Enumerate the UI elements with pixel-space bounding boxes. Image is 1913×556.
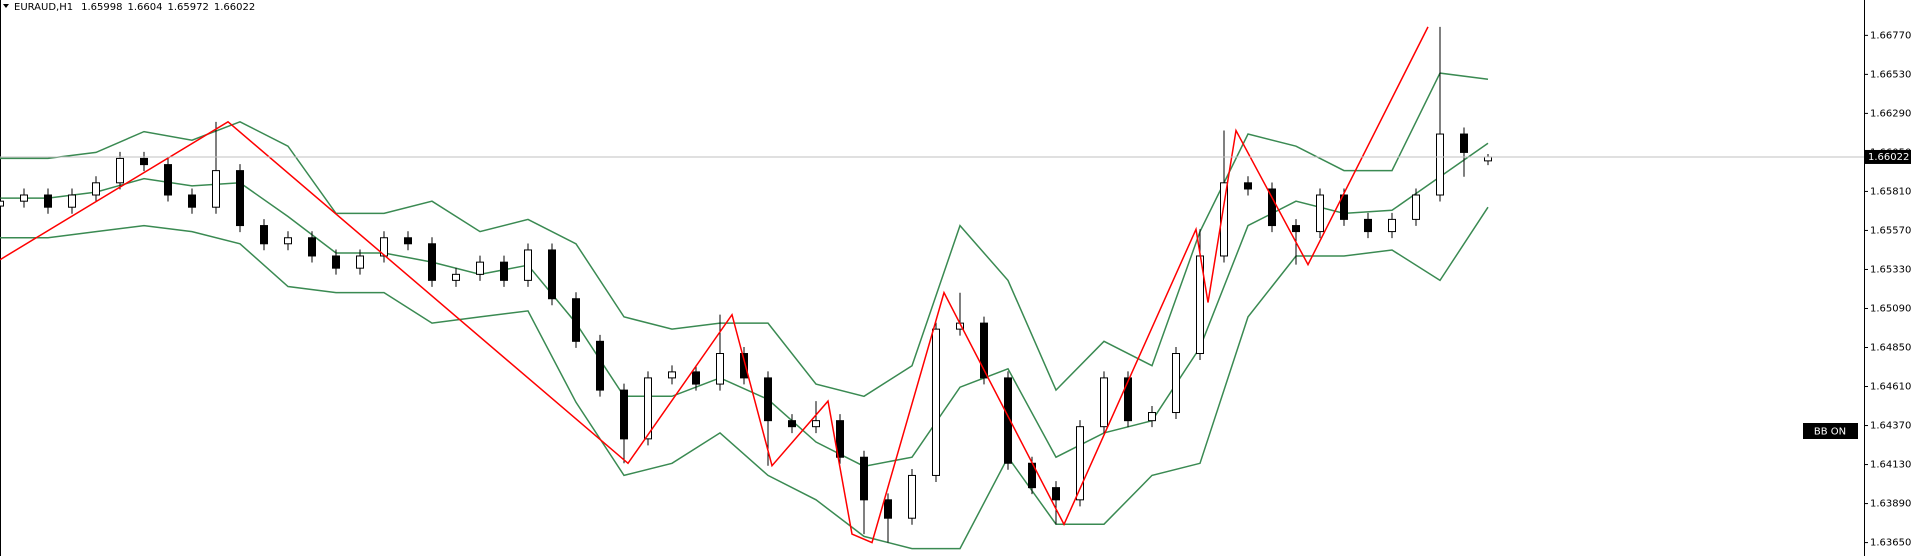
candle-body [1388, 218, 1396, 233]
candle-body [308, 237, 316, 257]
y-tick-label: 1.65090 [1870, 303, 1911, 314]
candle-body [860, 456, 868, 501]
candle-body [716, 353, 724, 385]
candle-body [212, 170, 220, 208]
candle-body [236, 170, 244, 227]
candle-body [44, 194, 52, 208]
candle-body [1052, 487, 1060, 501]
candle-body [932, 328, 940, 476]
y-tick-label: 1.66530 [1870, 69, 1911, 80]
candle-body [404, 237, 412, 245]
candle-body [884, 499, 892, 519]
candle-body [740, 353, 748, 379]
y-tick-label: 1.64370 [1870, 421, 1911, 432]
zigzag-line [0, 26, 1429, 544]
candle-body [380, 237, 388, 257]
candle-body [1148, 412, 1156, 422]
bollinger-middle [0, 142, 1489, 468]
candle-body [1316, 194, 1324, 233]
candle-body [620, 389, 628, 440]
ohlc-header-value: 1.66022 [214, 2, 255, 13]
candle-body [1460, 133, 1468, 153]
candle-body [764, 377, 772, 422]
candle-body [1100, 377, 1108, 428]
candle-body [332, 255, 340, 269]
y-tick-label: 1.65330 [1870, 264, 1911, 275]
candle-body [476, 261, 484, 275]
current-price-box [1865, 149, 1911, 164]
candle-body [1268, 188, 1276, 227]
candle-body [164, 164, 172, 196]
candle-body [788, 420, 796, 428]
symbol-arrow [3, 4, 9, 8]
candle-body [524, 249, 532, 281]
candle-body [1412, 194, 1420, 220]
candle-body [140, 157, 148, 166]
candle-body [1292, 225, 1300, 233]
candle-body [1436, 133, 1444, 196]
candle-body [1244, 182, 1252, 190]
candle-body [356, 255, 364, 269]
candle-body [668, 371, 676, 379]
candle-body [68, 194, 76, 208]
y-tick-label: 1.65810 [1870, 186, 1911, 197]
candle-body [188, 194, 196, 208]
ohlc-header-value: 1.65998 [81, 2, 122, 13]
y-tick-label: 1.63890 [1870, 499, 1911, 510]
candle-body [1340, 194, 1348, 220]
y-tick-label: 1.65570 [1870, 225, 1911, 236]
candle-body [452, 273, 460, 281]
y-tick-label: 1.64130 [1870, 460, 1911, 471]
y-tick-label: 1.63650 [1870, 538, 1911, 549]
ohlc-header-value: 1.65972 [167, 2, 208, 13]
annotation-box [1803, 423, 1858, 439]
candle-body [260, 225, 268, 245]
ohlc-header-value: 1.6604 [127, 2, 162, 13]
candle-body [644, 377, 652, 440]
current-price-label: 1.66022 [1868, 152, 1909, 163]
candle-body [596, 340, 604, 391]
candle-body [1364, 218, 1372, 233]
y-tick-label: 1.66770 [1870, 30, 1911, 41]
candle-body [116, 157, 124, 184]
candle-body [812, 420, 820, 428]
candle-body [548, 249, 556, 300]
candle-body [0, 200, 4, 207]
candle-body [980, 322, 988, 379]
candle-body [1076, 426, 1084, 501]
candle-body [692, 371, 700, 385]
candle-body [572, 298, 580, 342]
candle-body [92, 182, 100, 196]
candle-body [500, 261, 508, 281]
annotation: BB ON [1814, 427, 1846, 438]
candle-body [1172, 353, 1180, 414]
bollinger-upper [0, 72, 1489, 398]
candle-body [908, 474, 916, 519]
candle-body [284, 237, 292, 245]
candle-body [428, 243, 436, 281]
candle-body [1484, 156, 1492, 162]
y-tick-label: 1.66290 [1870, 108, 1911, 119]
bollinger-lower [0, 206, 1489, 550]
y-tick-label: 1.64610 [1870, 382, 1911, 393]
candle-body [20, 194, 28, 202]
y-tick-label: 1.64850 [1870, 343, 1911, 354]
candle-body [1220, 182, 1228, 257]
candle-body [1124, 377, 1132, 422]
candle-body [836, 420, 844, 458]
candle-body [1004, 377, 1012, 464]
chart-title: EURAUD,H1 [14, 2, 73, 13]
